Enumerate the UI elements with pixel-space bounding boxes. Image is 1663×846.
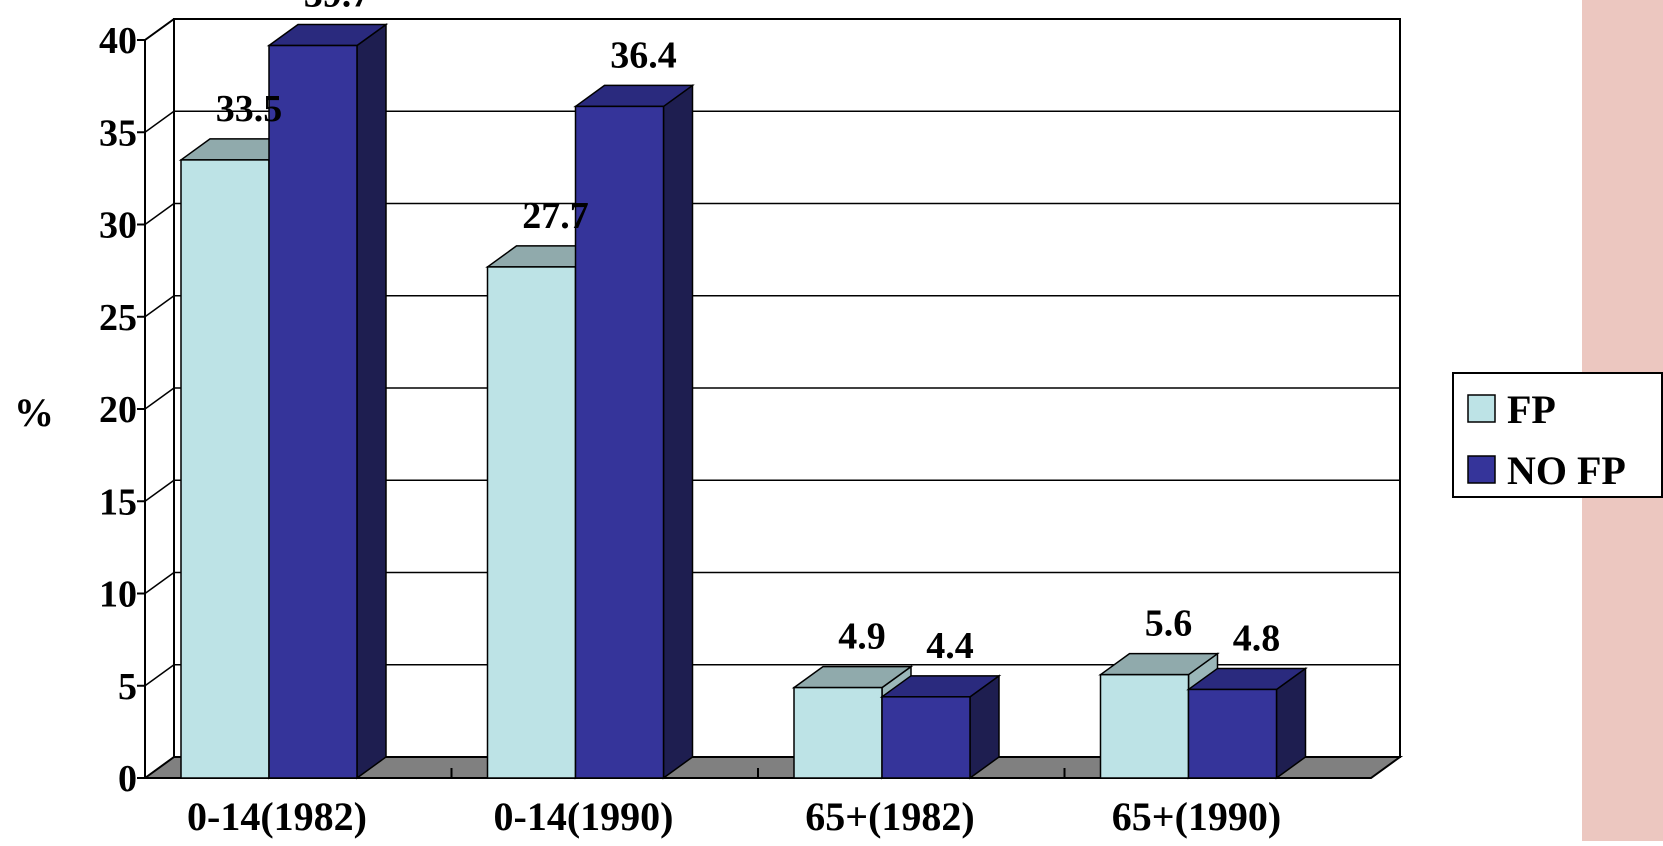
gridline-depth bbox=[144, 664, 175, 687]
legend-label: NO FP bbox=[1507, 448, 1626, 493]
bar-side bbox=[662, 83, 694, 780]
y-tick-label: 35 bbox=[99, 112, 137, 154]
legend-label: FP bbox=[1507, 387, 1556, 432]
x-tick-label: 0-14(1990) bbox=[494, 794, 674, 839]
y-tick-label: 20 bbox=[99, 389, 137, 431]
data-label: 5.6 bbox=[1145, 603, 1193, 645]
y-tick-label: 5 bbox=[118, 666, 137, 708]
gridline-depth bbox=[144, 571, 175, 595]
y-axis-title: % bbox=[14, 390, 54, 435]
bar bbox=[793, 686, 883, 779]
data-label: 4.4 bbox=[926, 625, 974, 667]
y-tick-label: 40 bbox=[99, 20, 137, 62]
data-label: 36.4 bbox=[610, 34, 677, 76]
bar bbox=[1099, 673, 1190, 779]
bar bbox=[574, 105, 665, 779]
x-tick-label: 0-14(1982) bbox=[187, 794, 367, 839]
gridline-depth bbox=[144, 479, 175, 502]
bar bbox=[486, 266, 577, 779]
gridline-depth bbox=[144, 387, 175, 410]
data-label: 4.8 bbox=[1233, 617, 1281, 659]
data-label: 4.9 bbox=[838, 616, 886, 658]
gridline-depth bbox=[144, 110, 175, 133]
legend-swatch bbox=[1467, 455, 1496, 484]
y-tick-label: 25 bbox=[99, 297, 137, 339]
data-label: 33.5 bbox=[216, 88, 283, 130]
bar bbox=[1187, 688, 1278, 779]
y-tick-label: 10 bbox=[99, 574, 137, 616]
data-labels: 33.5 39.7 27.7 36.4 4.9 4.4 5.6 4.8 bbox=[216, 0, 1281, 667]
bar bbox=[180, 159, 270, 779]
gridline-depth bbox=[144, 295, 175, 318]
legend-swatch bbox=[1467, 394, 1496, 423]
y-axis-ticks: 0 5 10 15 20 25 30 35 40 bbox=[99, 20, 145, 800]
y-tick-label: 0 bbox=[118, 758, 137, 800]
data-label: 39.7 bbox=[304, 0, 371, 16]
bars bbox=[178, 23, 1308, 780]
x-tick-label: 65+(1990) bbox=[1112, 794, 1281, 839]
bar-side bbox=[356, 23, 387, 780]
x-tick-label: 65+(1982) bbox=[805, 794, 974, 839]
y-tick-label: 15 bbox=[99, 481, 137, 523]
bar bbox=[881, 696, 971, 779]
legend: FP NO FP bbox=[1452, 372, 1663, 498]
bar bbox=[268, 44, 358, 779]
y-tick-label: 30 bbox=[99, 205, 137, 247]
gridline-depth bbox=[144, 18, 175, 41]
gridline-depth bbox=[144, 202, 175, 226]
data-label: 27.7 bbox=[522, 195, 589, 237]
x-axis-labels: 0-14(1982) 0-14(1990) 65+(1982) 65+(1990) bbox=[187, 794, 1281, 839]
